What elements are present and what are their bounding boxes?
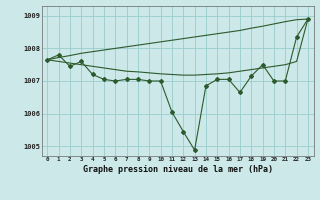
X-axis label: Graphe pression niveau de la mer (hPa): Graphe pression niveau de la mer (hPa) [83,165,273,174]
